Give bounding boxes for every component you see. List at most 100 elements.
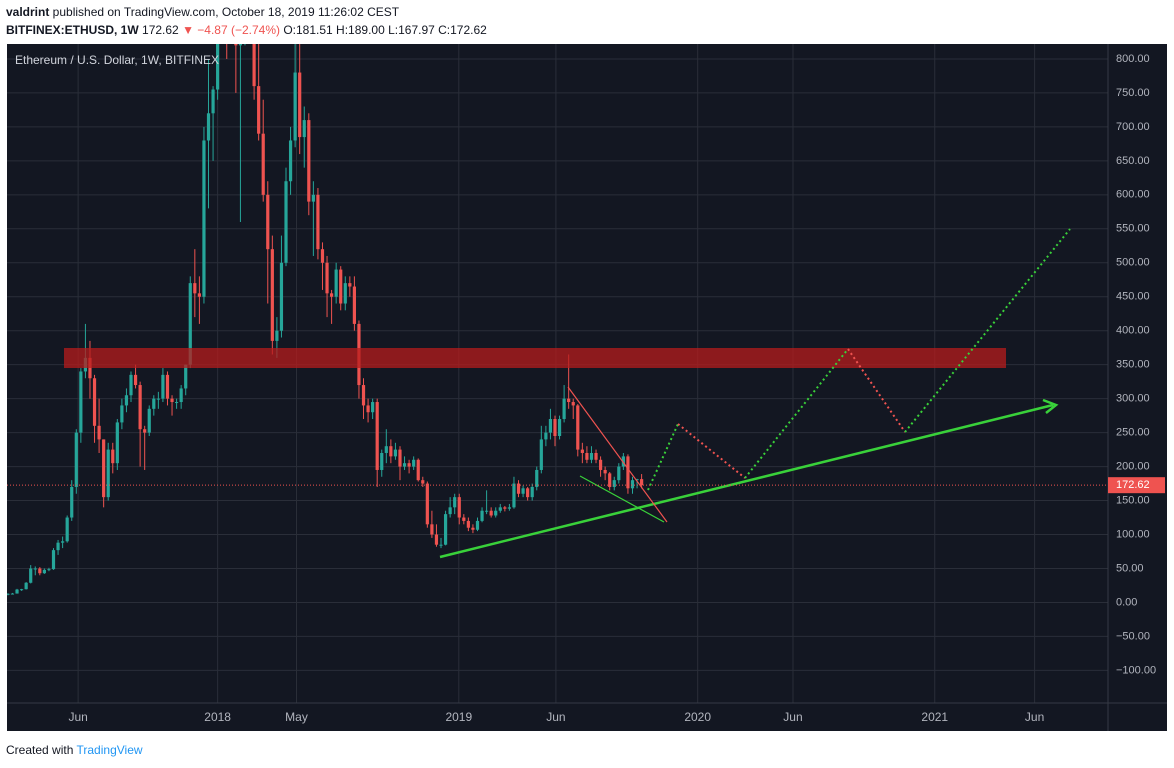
x-tick-label: 2021 bbox=[921, 710, 948, 724]
candle-body bbox=[339, 269, 343, 304]
candle-body bbox=[598, 459, 603, 470]
candle-body bbox=[366, 405, 370, 413]
candle-body bbox=[19, 589, 24, 591]
candle-body bbox=[516, 483, 521, 494]
y-tick-label: 550.00 bbox=[1116, 223, 1150, 235]
candle-body bbox=[202, 140, 206, 297]
candle-body bbox=[443, 514, 448, 545]
candle-body bbox=[562, 398, 566, 420]
x-tick-label: Jun bbox=[546, 710, 565, 724]
candle-body bbox=[106, 449, 110, 498]
candle-body bbox=[608, 473, 612, 487]
candle-body bbox=[384, 446, 388, 453]
candle-body bbox=[475, 520, 480, 530]
candle-body bbox=[485, 510, 489, 512]
candle-body bbox=[88, 357, 92, 379]
candle-body bbox=[439, 544, 443, 546]
candle-body bbox=[603, 469, 607, 474]
candle-body bbox=[42, 569, 46, 574]
candle-body bbox=[79, 371, 83, 433]
user: valdrint bbox=[6, 5, 50, 19]
candle-body bbox=[248, 0, 251, 11]
projection-down bbox=[677, 423, 746, 479]
created: Created with bbox=[6, 743, 74, 757]
candle-body bbox=[307, 120, 311, 202]
projection-down bbox=[847, 348, 906, 433]
candle-body bbox=[407, 463, 411, 467]
y-tick-label: 450.00 bbox=[1116, 291, 1150, 303]
candle-body bbox=[380, 452, 384, 470]
candle-body bbox=[412, 459, 416, 467]
candle-body bbox=[257, 86, 261, 134]
candle-body bbox=[238, 44, 243, 46]
candle-body bbox=[111, 449, 115, 464]
candle-body bbox=[120, 405, 124, 423]
candle-body bbox=[466, 520, 470, 528]
candle-body bbox=[29, 568, 33, 583]
wedge-lower bbox=[579, 475, 665, 523]
candle-body bbox=[521, 488, 525, 494]
last: 172.62 bbox=[142, 23, 179, 37]
candle-body bbox=[211, 89, 215, 114]
drawings bbox=[64, 228, 1071, 559]
chart-title: Ethereum / U.S. Dollar, 1W, BITFINEX bbox=[15, 53, 219, 67]
candle-body bbox=[320, 249, 325, 263]
candle-body bbox=[129, 374, 133, 396]
symbol-line: BITFINEX:ETHUSD, 1W 172.62 ▼ −4.87 (−2.7… bbox=[6, 23, 487, 37]
candle-body bbox=[471, 527, 475, 530]
candle-body bbox=[70, 486, 74, 518]
candle-body bbox=[352, 286, 356, 324]
symbol: BITFINEX:ETHUSD, 1W bbox=[6, 23, 139, 37]
candle-body bbox=[97, 425, 101, 440]
change: ▼ −4.87 (−2.74%) bbox=[182, 23, 280, 37]
candle-body bbox=[494, 510, 498, 516]
x-tick-label: 2019 bbox=[445, 710, 472, 724]
candle-body bbox=[184, 364, 188, 389]
x-tick-label: 2018 bbox=[204, 710, 231, 724]
candle-body bbox=[298, 72, 302, 138]
candle-body bbox=[311, 194, 315, 202]
candle-body bbox=[133, 374, 138, 386]
candle-body bbox=[530, 486, 534, 498]
candle-body bbox=[193, 283, 197, 294]
candle-body bbox=[348, 283, 352, 287]
candle-body bbox=[279, 262, 284, 331]
candle-body bbox=[33, 568, 37, 570]
publish-line: valdrint published on TradingView.com, O… bbox=[6, 5, 399, 19]
projection bbox=[647, 228, 1071, 491]
x-tick-label: Jun bbox=[68, 710, 87, 724]
candle-body bbox=[102, 439, 106, 498]
y-tick-label: 500.00 bbox=[1116, 257, 1150, 269]
candle-body bbox=[594, 452, 598, 460]
x-tick-label: Jun bbox=[783, 710, 802, 724]
candle-body bbox=[580, 449, 584, 453]
candle-body bbox=[270, 249, 274, 341]
candle-body bbox=[266, 194, 270, 250]
candle-body bbox=[448, 507, 452, 515]
y-tick-label: 300.00 bbox=[1116, 393, 1150, 405]
candle-body bbox=[548, 419, 553, 433]
candle-body bbox=[571, 402, 575, 406]
y-tick-label: 50.00 bbox=[1116, 562, 1144, 574]
candle-body bbox=[179, 388, 183, 403]
candle-body bbox=[74, 432, 78, 487]
candle-body bbox=[421, 480, 425, 484]
candle-body bbox=[288, 140, 293, 182]
candle-body bbox=[457, 497, 461, 518]
candle-body bbox=[507, 507, 512, 509]
y-tick-label: −50.00 bbox=[1116, 630, 1150, 642]
candle-body bbox=[585, 452, 589, 460]
candle-body bbox=[174, 402, 179, 404]
candle-body bbox=[539, 439, 543, 470]
x-tick-label: 2020 bbox=[684, 710, 711, 724]
candle-body bbox=[302, 120, 306, 138]
candle-body bbox=[462, 517, 466, 521]
last-price-label: 172.62 bbox=[1116, 479, 1150, 491]
candle-body bbox=[138, 385, 142, 430]
candle-body bbox=[526, 488, 530, 498]
candle-body bbox=[316, 194, 320, 250]
candle-body bbox=[243, 0, 246, 18]
candle-body bbox=[576, 405, 580, 450]
candle-body bbox=[51, 550, 56, 570]
